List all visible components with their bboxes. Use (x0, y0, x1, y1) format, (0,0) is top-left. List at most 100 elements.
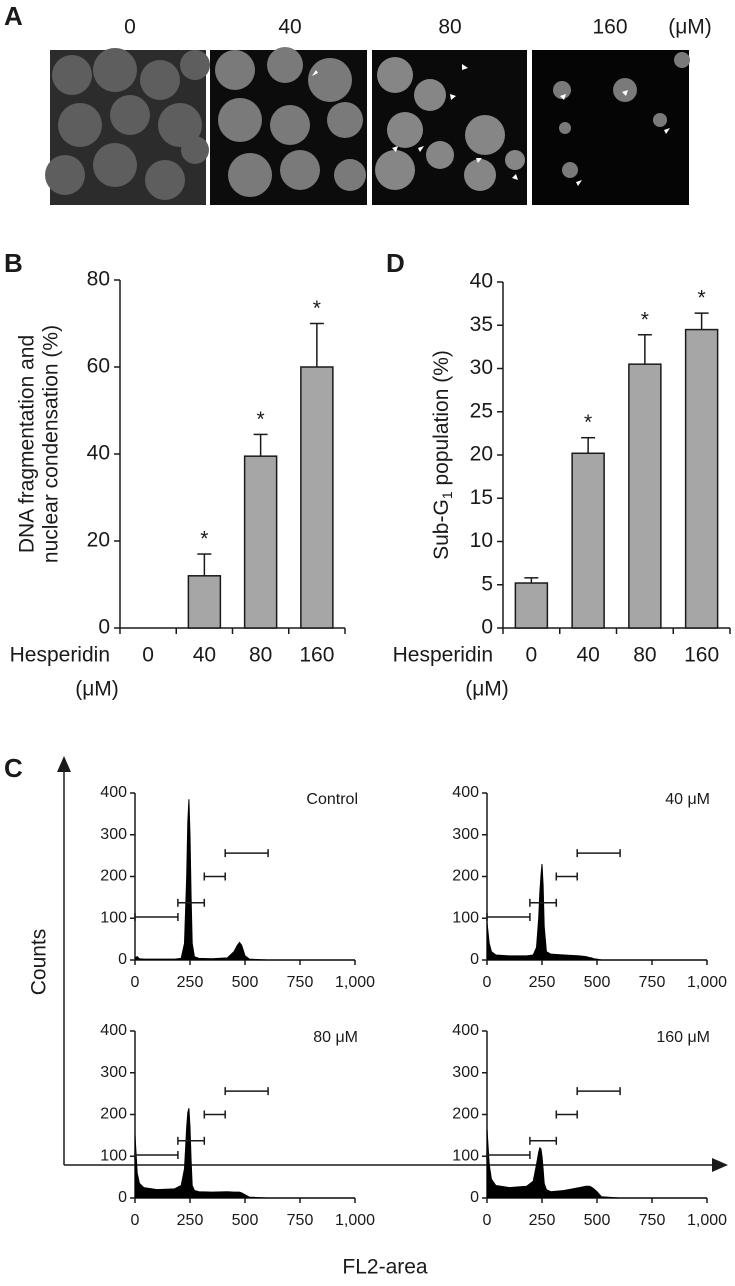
micrograph (372, 50, 527, 205)
histogram-outline (486, 863, 707, 961)
histogram-fill (135, 799, 355, 960)
y-tick-label: 0 (470, 1189, 479, 1206)
plot-title: Control (306, 791, 358, 808)
arrowhead (712, 1158, 728, 1172)
y-tick-label: 10 (470, 529, 493, 552)
x-tick-label: 750 (639, 974, 666, 991)
bar (187, 575, 222, 629)
histogram-outline (486, 1129, 707, 1199)
plot-title: 80 μM (313, 1029, 358, 1046)
y-tick-label: 40 (470, 270, 493, 293)
y-tick-label: 200 (100, 1106, 127, 1123)
histogram-fill (135, 1108, 355, 1198)
arrowhead (57, 756, 71, 772)
micrograph (45, 48, 210, 205)
y-tick-label: 400 (100, 784, 127, 801)
significance-marker: * (313, 297, 321, 320)
x-tick-label: 40 (576, 644, 599, 667)
x-tick-label: 500 (584, 974, 611, 991)
panel-label: B (4, 248, 23, 278)
image-unit: (μM) (668, 16, 712, 39)
y-axis-label: Counts (28, 929, 51, 996)
y-axis-label: Sub-G1 population (%) (430, 350, 455, 560)
y-tick-label: 35 (470, 313, 493, 336)
y-tick-label: 400 (100, 1022, 127, 1039)
x-tick-label: 250 (177, 1212, 204, 1229)
y-tick-label: 300 (100, 826, 127, 843)
significance-marker: * (698, 287, 706, 310)
x-tick-label: 0 (483, 974, 492, 991)
histogram-outline (134, 1108, 355, 1199)
x-tick-label: 0 (131, 974, 140, 991)
x-tick-label: 750 (639, 1212, 666, 1229)
x-axis-label: Hesperidin (10, 644, 110, 667)
x-tick-label: 250 (529, 1212, 556, 1229)
x-tick-label: 0 (483, 1212, 492, 1229)
y-tick-label: 200 (452, 1106, 479, 1123)
y-tick-label: 100 (452, 1147, 479, 1164)
y-tick-label: 20 (470, 443, 493, 466)
x-tick-label: 160 (299, 644, 334, 667)
y-tick-label: 20 (87, 529, 110, 552)
x-tick-label: 1,000 (687, 974, 727, 991)
y-tick-label: 300 (452, 1064, 479, 1081)
y-tick-label: 200 (100, 868, 127, 885)
x-tick-label: 80 (633, 644, 656, 667)
y-axis-label: DNA fragmentation and (16, 335, 39, 553)
x-axis-unit: (μM) (75, 678, 119, 701)
micrograph (210, 47, 367, 205)
y-tick-label: 80 (87, 268, 110, 291)
histogram-fill (487, 1129, 707, 1198)
panel-label: C (4, 753, 23, 783)
y-tick-label: 5 (481, 572, 493, 595)
x-tick-label: 1,000 (687, 1212, 727, 1229)
histogram-fill (487, 863, 707, 960)
image-label: 160 (592, 16, 627, 39)
x-tick-label: 0 (526, 644, 538, 667)
y-tick-label: 25 (470, 399, 493, 422)
y-tick-label: 300 (452, 826, 479, 843)
bar (684, 328, 719, 629)
y-tick-label: 200 (452, 868, 479, 885)
y-tick-label: 0 (470, 951, 479, 968)
x-tick-label: 750 (287, 1212, 314, 1229)
x-tick-label: 0 (142, 644, 154, 667)
y-axis-label-part: population (%) (430, 350, 453, 491)
x-tick-label: 40 (193, 644, 216, 667)
x-tick-label: 500 (584, 1212, 611, 1229)
y-axis-label: nuclear condensation (%) (40, 325, 63, 563)
y-tick-label: 400 (452, 1022, 479, 1039)
x-tick-label: 500 (232, 1212, 259, 1229)
significance-marker: * (257, 408, 265, 431)
x-axis-unit: (μM) (465, 678, 509, 701)
y-tick-label: 15 (470, 486, 493, 509)
x-tick-label: 500 (232, 974, 259, 991)
panel-label: D (386, 248, 405, 278)
y-axis-label-sub: 1 (439, 491, 455, 499)
y-tick-label: 300 (100, 1064, 127, 1081)
x-tick-label: 250 (529, 974, 556, 991)
bar (514, 582, 549, 629)
y-tick-label: 30 (470, 356, 493, 379)
image-label: 0 (124, 16, 136, 39)
significance-marker: * (200, 528, 208, 551)
y-tick-label: 60 (87, 355, 110, 378)
significance-marker: * (641, 308, 649, 331)
y-tick-label: 100 (100, 909, 127, 926)
significance-marker: * (584, 411, 592, 434)
x-tick-label: 1,000 (335, 1212, 375, 1229)
plot-title: 160 μM (656, 1029, 710, 1046)
x-tick-label: 0 (131, 1212, 140, 1229)
x-tick-label: 250 (177, 974, 204, 991)
bar (628, 363, 662, 629)
y-tick-label: 100 (100, 1147, 127, 1164)
image-label: 40 (278, 16, 301, 39)
y-tick-label: 0 (118, 951, 127, 968)
y-tick-label: 40 (87, 442, 110, 465)
x-tick-label: 160 (684, 644, 719, 667)
y-axis-label-part: Sub-G (430, 499, 453, 560)
bar (300, 366, 334, 629)
x-tick-label: 80 (249, 644, 272, 667)
image-label: 80 (438, 16, 461, 39)
